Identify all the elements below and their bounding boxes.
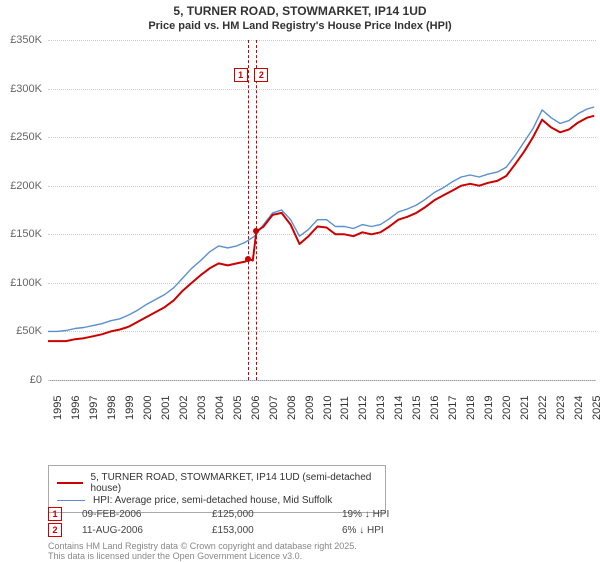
y-tick-label: £350K	[0, 34, 42, 46]
x-tick-label: 2000	[142, 396, 154, 420]
y-tick-label: £300K	[0, 83, 42, 95]
sale-marker	[245, 256, 251, 262]
x-tick-label: 2009	[304, 396, 316, 420]
event-row: 1 09-FEB-2006 £125,000 19% ↓ HPI	[48, 506, 548, 522]
x-tick-label: 2012	[357, 396, 369, 420]
y-tick-label: £50K	[0, 325, 42, 337]
x-tick-label: 2022	[537, 396, 549, 420]
x-tick-label: 2020	[501, 396, 513, 420]
event-delta: 19% ↓ HPI	[342, 509, 472, 520]
x-tick-label: 2023	[555, 396, 567, 420]
x-tick-label: 2019	[483, 396, 495, 420]
x-tick-label: 2024	[573, 396, 585, 420]
x-tick-label: 2014	[393, 396, 405, 420]
legend-row: 5, TURNER ROAD, STOWMARKET, IP14 1UD (se…	[57, 472, 377, 494]
y-tick-label: £150K	[0, 228, 42, 240]
legend-row: HPI: Average price, semi-detached house,…	[57, 495, 377, 506]
series-estimate	[48, 116, 594, 341]
x-tick-label: 1998	[106, 396, 118, 420]
event-date: 09-FEB-2006	[82, 509, 212, 520]
event-date: 11-AUG-2006	[82, 525, 212, 536]
legend-label: 5, TURNER ROAD, STOWMARKET, IP14 1UD (se…	[91, 472, 377, 494]
legend-swatch-hpi	[57, 500, 85, 501]
x-tick-label: 2016	[429, 396, 441, 420]
series-svg	[48, 40, 596, 380]
x-tick-label: 2004	[214, 396, 226, 420]
sale-marker	[253, 228, 259, 234]
x-tick-label: 1996	[70, 396, 82, 420]
y-tick-label: £250K	[0, 131, 42, 143]
x-tick-label: 2001	[160, 396, 172, 420]
price-chart: 12 £0£50K£100K£150K£200K£250K£300K£350K1…	[0, 40, 600, 420]
x-tick-label: 2018	[465, 396, 477, 420]
legend-swatch-estimate	[57, 482, 83, 484]
x-tick-label: 2003	[196, 396, 208, 420]
x-tick-label: 2005	[232, 396, 244, 420]
x-tick-label: 2008	[286, 396, 298, 420]
x-tick-label: 2010	[322, 396, 334, 420]
event-marker-icon: 2	[48, 523, 62, 537]
event-price: £153,000	[212, 525, 342, 536]
x-tick-label: 2006	[250, 396, 262, 420]
y-tick-label: £200K	[0, 180, 42, 192]
x-tick-label: 2017	[447, 396, 459, 420]
chart-title: 5, TURNER ROAD, STOWMARKET, IP14 1UD Pri…	[0, 0, 600, 32]
event-delta: 6% ↓ HPI	[342, 525, 472, 536]
x-tick-label: 2021	[519, 396, 531, 420]
x-tick-label: 2025	[591, 396, 600, 420]
x-tick-label: 2013	[375, 396, 387, 420]
series-hpi	[48, 107, 594, 331]
x-tick-label: 2015	[411, 396, 423, 420]
gridline	[48, 380, 596, 381]
x-tick-label: 2007	[268, 396, 280, 420]
event-row: 2 11-AUG-2006 £153,000 6% ↓ HPI	[48, 522, 548, 538]
title-line-2: Price paid vs. HM Land Registry's House …	[0, 20, 600, 32]
footer-line: This data is licensed under the Open Gov…	[48, 552, 588, 562]
x-tick-label: 2011	[339, 396, 351, 420]
x-tick-label: 1995	[52, 396, 64, 420]
plot-region: 12	[48, 40, 596, 381]
y-tick-label: £0	[0, 374, 42, 386]
event-price: £125,000	[212, 509, 342, 520]
legend-label: HPI: Average price, semi-detached house,…	[93, 495, 332, 506]
x-tick-label: 2002	[178, 396, 190, 420]
attribution-footer: Contains HM Land Registry data © Crown c…	[48, 542, 588, 562]
title-line-1: 5, TURNER ROAD, STOWMARKET, IP14 1UD	[0, 4, 600, 18]
event-marker-icon: 1	[48, 507, 62, 521]
y-tick-label: £100K	[0, 277, 42, 289]
events-table: 1 09-FEB-2006 £125,000 19% ↓ HPI 2 11-AU…	[48, 506, 548, 538]
x-tick-label: 1999	[124, 396, 136, 420]
x-tick-label: 1997	[88, 396, 100, 420]
